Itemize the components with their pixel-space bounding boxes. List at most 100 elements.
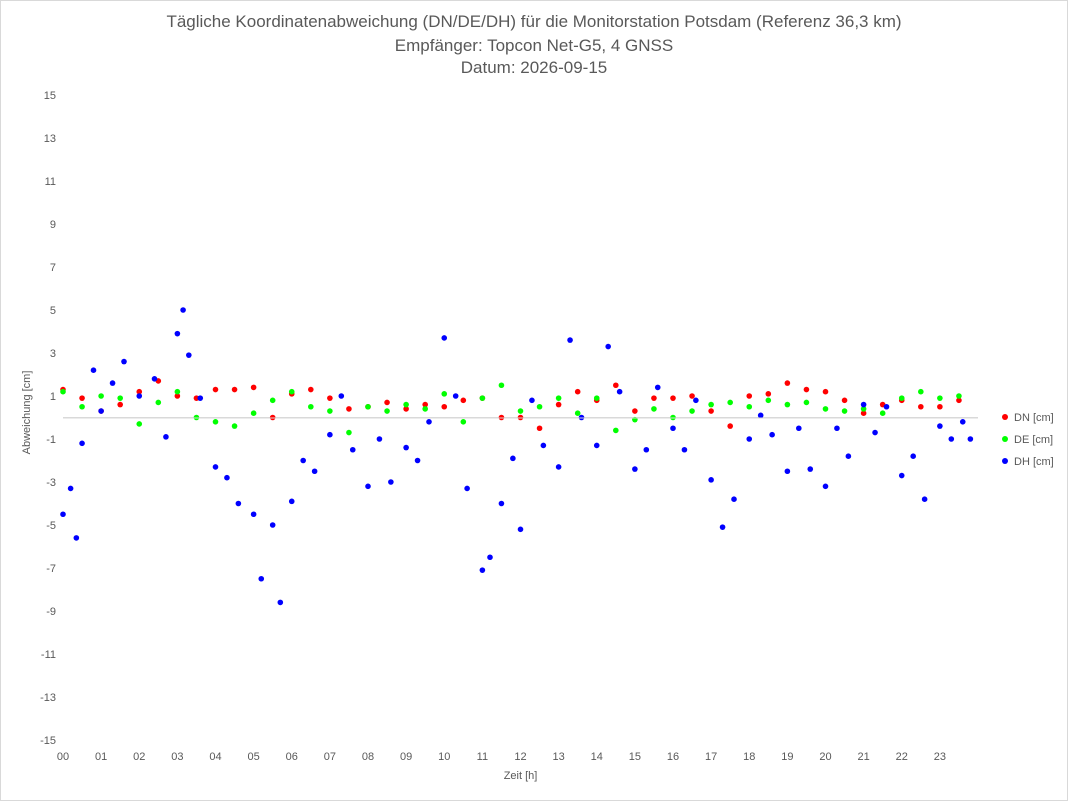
- data-point-dh: [288, 498, 295, 505]
- data-point-de: [746, 403, 753, 410]
- data-point-dn: [536, 425, 543, 432]
- data-point-de: [136, 421, 143, 427]
- data-point-dh: [948, 436, 955, 442]
- x-tick-label: 13: [553, 751, 565, 763]
- x-tick-label: 07: [324, 751, 336, 763]
- x-tick-label: 21: [858, 751, 870, 763]
- data-point-dh: [269, 522, 276, 528]
- y-tick-label: -3: [46, 477, 56, 489]
- data-point-dh: [605, 343, 611, 350]
- data-point-dn: [727, 423, 733, 429]
- data-point-dh: [212, 464, 219, 470]
- data-point-de: [174, 388, 181, 395]
- data-point-de: [308, 403, 314, 410]
- data-point-dh: [90, 367, 97, 374]
- data-point-dh: [388, 479, 394, 485]
- data-point-de: [613, 427, 619, 434]
- x-tick-label: 01: [95, 751, 107, 763]
- data-point-dh: [180, 307, 186, 313]
- data-point-dh: [567, 337, 573, 343]
- data-point-de: [651, 406, 657, 412]
- legend-marker: [1002, 436, 1008, 442]
- data-point-dh: [311, 468, 318, 475]
- data-point-de: [327, 408, 333, 414]
- data-point-dh: [746, 436, 753, 442]
- y-tick-label: -1: [46, 434, 56, 446]
- data-point-dh: [197, 395, 204, 401]
- data-point-dn: [784, 380, 791, 386]
- data-point-de: [593, 395, 600, 401]
- y-tick-label: 7: [50, 262, 56, 274]
- data-point-de: [803, 399, 810, 406]
- data-point-de: [898, 395, 905, 401]
- data-point-dh: [872, 429, 878, 436]
- data-point-de: [288, 388, 295, 395]
- x-tick-label: 15: [629, 751, 641, 763]
- data-point-dh: [731, 496, 737, 503]
- data-point-dn: [422, 401, 428, 408]
- data-point-de: [79, 403, 85, 410]
- data-point-dn: [212, 386, 219, 393]
- y-axis-label: Abweichung [cm]: [21, 371, 33, 455]
- data-point-dh: [967, 436, 974, 442]
- data-point-dh: [632, 466, 638, 472]
- y-tick-label: 3: [50, 348, 56, 360]
- data-point-de: [841, 408, 848, 414]
- data-point-de: [231, 423, 238, 429]
- data-point-dh: [510, 455, 516, 462]
- data-point-dh: [349, 446, 356, 453]
- legend-marker: [1002, 414, 1008, 420]
- data-point-de: [765, 397, 772, 404]
- legend-marker: [1002, 458, 1008, 464]
- data-point-dh: [807, 466, 814, 472]
- data-point-dh: [60, 511, 66, 518]
- data-point-dh: [174, 330, 181, 337]
- x-tick-label: 03: [171, 751, 183, 763]
- data-point-dh: [784, 468, 791, 475]
- y-tick-label: -15: [40, 735, 56, 747]
- data-points: [60, 307, 974, 606]
- data-point-dh: [403, 444, 409, 451]
- data-point-de: [212, 419, 219, 425]
- x-tick-label: 02: [133, 751, 145, 763]
- data-point-dn: [746, 393, 753, 399]
- y-tick-label: 1: [50, 391, 56, 403]
- data-point-dh: [616, 388, 623, 395]
- y-tick-label: -13: [40, 692, 56, 704]
- data-point-de: [555, 395, 562, 401]
- chart-subtitle-receiver: Empfänger: Topcon Net-G5, 4 GNSS: [394, 36, 674, 55]
- data-point-de: [956, 393, 962, 399]
- data-point-dh: [540, 442, 547, 449]
- data-point-dh: [109, 380, 116, 386]
- data-point-dn: [136, 388, 143, 395]
- data-point-dn: [346, 406, 352, 412]
- data-point-dn: [841, 397, 848, 404]
- data-point-dh: [441, 335, 448, 341]
- data-point-de: [937, 395, 943, 401]
- x-tick-label: 09: [400, 751, 412, 763]
- data-point-dh: [224, 474, 230, 481]
- data-point-de: [441, 391, 448, 397]
- data-point-dn: [918, 403, 924, 410]
- data-point-dn: [384, 399, 390, 406]
- data-point-dh: [910, 453, 916, 460]
- data-point-dh: [643, 446, 650, 453]
- x-tick-label: 19: [781, 751, 793, 763]
- y-tick-label: -5: [46, 520, 56, 532]
- data-point-dh: [73, 535, 80, 541]
- data-point-dh: [822, 483, 829, 490]
- x-axis: 00 01 02 03 04 05 06 07 08 09 10 11 12 13 14 15 16 17 18 19…: [57, 751, 946, 763]
- data-point-dh: [708, 477, 714, 483]
- data-point-dh: [277, 599, 284, 606]
- data-point-dh: [338, 393, 345, 399]
- data-point-de: [536, 403, 543, 410]
- data-point-de: [155, 399, 162, 406]
- data-point-dh: [860, 401, 867, 408]
- data-point-dn: [632, 408, 638, 414]
- data-point-dn: [765, 391, 772, 397]
- data-point-de: [98, 393, 104, 399]
- y-tick-label: -11: [41, 649, 56, 661]
- x-tick-label: 22: [896, 751, 908, 763]
- data-point-dn: [574, 388, 581, 395]
- data-point-dn: [441, 403, 448, 410]
